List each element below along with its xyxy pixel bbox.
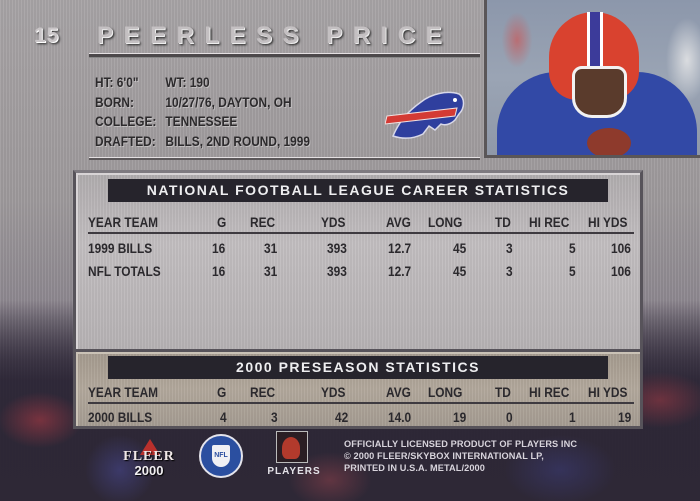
header-yds: YDS: [321, 383, 346, 400]
fleer-wordmark: FLEER: [123, 449, 175, 464]
facemask-shape: [572, 66, 627, 118]
cell-hi-yds: 106: [610, 239, 631, 256]
cell-g: 16: [212, 239, 226, 256]
nfl-shield-text: NFL: [212, 445, 230, 467]
college-value: TENNESSEE: [165, 114, 238, 129]
cell-yds: 393: [326, 239, 347, 256]
cell-g: 16: [212, 262, 226, 279]
cell-yds: 42: [334, 409, 348, 425]
nfl-shield-icon: NFL: [199, 434, 243, 478]
header-g: G: [217, 383, 227, 400]
fleer-year: 2000: [134, 463, 164, 478]
header-divider: [89, 53, 480, 58]
header-yds: YDS: [321, 213, 346, 230]
bio-row-height-weight: HT: 6'0" WT: 190: [95, 73, 310, 93]
cell-g: 4: [220, 409, 227, 425]
card-number: 15: [34, 24, 60, 47]
fleer-logo: FLEER 2000: [116, 439, 182, 479]
header-td: TD: [495, 383, 511, 400]
players-wordmark: PLAYERS: [267, 466, 321, 477]
cell-hi-yds: 19: [618, 409, 632, 425]
cell-year-team: 2000 BILLS: [88, 409, 153, 425]
career-stats-table: YEAR TEAM G REC YDS AVG LONG TD HI REC H…: [88, 211, 634, 282]
career-stats-title: NATIONAL FOOTBALL LEAGUE CAREER STATISTI…: [108, 179, 608, 202]
height-label: HT: 6'0": [95, 75, 139, 90]
legal-line-3: PRINTED IN U.S.A. METAL/2000: [344, 463, 485, 473]
cell-rec: 3: [271, 409, 279, 425]
header-year-team: YEAR TEAM: [88, 383, 159, 400]
career-stats-panel: NATIONAL FOOTBALL LEAGUE CAREER STATISTI…: [73, 170, 643, 352]
bills-buffalo-logo-icon: [385, 91, 465, 139]
bio-row-drafted: DRAFTED: BILLS, 2ND ROUND, 1999: [95, 132, 310, 152]
cell-avg: 14.0: [387, 409, 412, 425]
cell-hi-yds: 106: [610, 262, 631, 279]
bio-row-born: BORN: 10/27/76, DAYTON, OH: [95, 93, 310, 113]
weight-label: WT: 190: [165, 75, 210, 90]
legal-text: OFFICIALLY LICENSED PRODUCT OF PLAYERS I…: [344, 438, 577, 474]
table-row: NFL TOTALS 16 31 393 12.7 45 3 5 106: [88, 259, 634, 282]
cell-rec: 31: [263, 239, 277, 256]
header-avg: AVG: [385, 383, 411, 400]
cell-long: 45: [452, 239, 467, 256]
preseason-stats-header-row: YEAR TEAM G REC YDS AVG LONG TD HI REC H…: [88, 381, 634, 404]
header-hi-yds: HI YDS: [587, 383, 628, 400]
cell-year-team: NFL TOTALS: [88, 262, 161, 279]
fleer-star-icon: [140, 439, 160, 455]
header-rec: REC: [249, 213, 275, 230]
cell-avg: 12.7: [387, 239, 412, 256]
player-name: PEERLESS PRICE: [97, 22, 453, 49]
bio-row-college: COLLEGE: TENNESSEE: [95, 112, 310, 132]
cell-long: 45: [452, 262, 467, 279]
born-value: 10/27/76, DAYTON, OH: [165, 94, 292, 110]
drafted-value: BILLS, 2ND ROUND, 1999: [165, 133, 310, 149]
players-figure-icon: [282, 437, 300, 459]
cell-td: 3: [505, 239, 513, 256]
cell-hi-rec: 5: [569, 262, 576, 279]
header-hi-rec: HI REC: [529, 213, 570, 230]
header-hi-rec: HI REC: [529, 383, 570, 400]
header-long: LONG: [427, 213, 463, 230]
career-stats-header-row: YEAR TEAM G REC YDS AVG LONG TD HI REC H…: [88, 211, 634, 234]
header-hi-yds: HI YDS: [587, 213, 628, 230]
cell-td: 0: [505, 409, 513, 425]
legal-line-2: © 2000 FLEER/SKYBOX INTERNATIONAL LP,: [344, 451, 544, 461]
header-g: G: [217, 213, 227, 230]
cell-avg: 12.7: [387, 262, 412, 279]
preseason-stats-title: 2000 PRESEASON STATISTICS: [108, 356, 608, 379]
header-td: TD: [495, 213, 511, 230]
preseason-stats-table: YEAR TEAM G REC YDS AVG LONG TD HI REC H…: [88, 381, 634, 428]
cell-hi-rec: 5: [569, 239, 576, 256]
cell-yds: 393: [326, 262, 347, 279]
header-year-team: YEAR TEAM: [88, 213, 159, 230]
college-label: COLLEGE:: [95, 114, 157, 129]
table-row: 2000 BILLS 4 3 42 14.0 19 0 1 19: [88, 406, 634, 428]
preseason-stats-panel: 2000 PRESEASON STATISTICS YEAR TEAM G RE…: [73, 349, 643, 429]
bio-divider: [89, 157, 480, 160]
born-label: BORN:: [95, 94, 134, 110]
table-row: 1999 BILLS 16 31 393 12.7 45 3 5 106: [88, 236, 634, 259]
cell-year-team: 1999 BILLS: [88, 239, 153, 256]
drafted-label: DRAFTED:: [95, 133, 156, 149]
header-rec: REC: [249, 383, 275, 400]
legal-line-1: OFFICIALLY LICENSED PRODUCT OF PLAYERS I…: [344, 439, 578, 449]
player-photo: [484, 0, 700, 158]
cell-hi-rec: 1: [569, 409, 576, 425]
cell-td: 3: [505, 262, 513, 279]
cell-long: 19: [452, 409, 467, 425]
players-inc-logo: PLAYERS: [266, 431, 322, 481]
header-avg: AVG: [385, 213, 411, 230]
player-bio: HT: 6'0" WT: 190 BORN: 10/27/76, DAYTON,…: [95, 73, 310, 151]
header-long: LONG: [427, 383, 463, 400]
helmet-stripe: [587, 12, 603, 72]
football-shape: [587, 128, 631, 155]
cell-rec: 31: [263, 262, 277, 279]
